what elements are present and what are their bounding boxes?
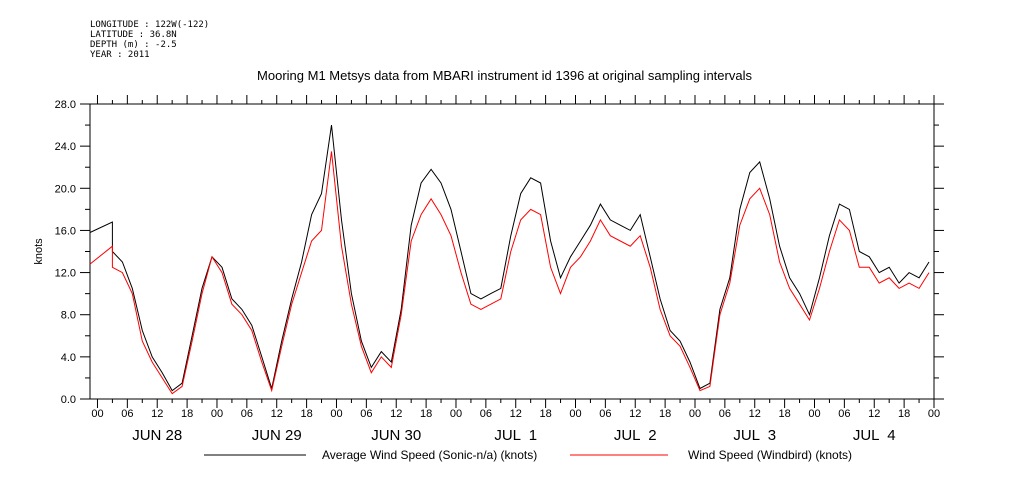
y-tick-label: 8.0 [61,310,76,322]
x-tick-label: 18 [420,408,432,420]
x-tick-label: 06 [719,408,731,420]
x-tick-label: 06 [838,408,850,420]
x-tick-label: 00 [91,408,103,420]
axes-group: 0.0 4.0 8.0 12.0 16.0 20.0 24.0 28.0 knots 00 06 12… [33,95,944,444]
longitude-label: LONGITUDE : 122W(-122) [90,20,210,30]
y-tick-label: 0.0 [61,394,76,406]
x-tick-label: 06 [241,408,253,420]
x-tick-label: 18 [659,408,671,420]
x-tick-label: 06 [360,408,372,420]
x-tick-label: 12 [271,408,283,420]
series-group [89,125,930,395]
x-tick-label: 00 [569,408,581,420]
x-tick-label: 12 [151,408,163,420]
plot-frame [89,103,935,400]
y-tick-label: 28.0 [55,99,76,111]
day-label: JUN 30 [371,427,421,444]
day-label: JUN 29 [252,427,302,444]
x-tick-label: 06 [121,408,133,420]
x-tick-label: 12 [390,408,402,420]
x-tick-label: 06 [599,408,611,420]
legend-label-0: Average Wind Speed (Sonic-n/a) (knots) [322,448,537,462]
x-tick-label: 12 [868,408,880,420]
metadata-header: LONGITUDE : 122W(-122) LATITUDE : 36.8N … [90,20,209,60]
series-line-1 [89,151,930,395]
y-tick-label: 20.0 [55,183,76,195]
x-tick-label: 06 [480,408,492,420]
x-tick-label: 18 [778,408,790,420]
y-axis-label: knots [33,238,45,265]
y-tick-label: 12.0 [55,268,76,280]
year-label: YEAR : 2011 [90,50,150,60]
y-tick-label: 16.0 [55,225,76,237]
x-tick-label: 00 [211,408,223,420]
y-tick-label: 24.0 [55,141,76,153]
day-label: JUL 1 [494,427,537,444]
x-tick-label: 12 [629,408,641,420]
day-label: JUL 2 [614,427,657,444]
x-tick-label: 12 [510,408,522,420]
legend: Average Wind Speed (Sonic-n/a) (knots) Wi… [204,448,852,462]
legend-label-1: Wind Speed (Windbird) (knots) [688,448,852,462]
x-tick-label: 18 [181,408,193,420]
y-tick-label: 4.0 [61,352,76,364]
chart-title: Mooring M1 Metsys data from MBARI instru… [257,68,752,83]
depth-label: DEPTH (m) : -2.5 [90,40,177,50]
day-label: JUN 28 [132,427,182,444]
x-tick-label: 00 [808,408,820,420]
x-tick-label: 00 [330,408,342,420]
series-line-0 [89,125,930,392]
day-label: JUL 3 [733,427,776,444]
x-tick-label: 00 [689,408,701,420]
latitude-label: LATITUDE : 36.8N [90,30,177,40]
x-tick-label: 12 [749,408,761,420]
x-tick-label: 18 [300,408,312,420]
x-tick-label: 00 [928,408,940,420]
day-label: JUL 4 [853,427,896,444]
x-tick-label: 18 [539,408,551,420]
x-tick-label: 18 [898,408,910,420]
x-tick-label: 00 [450,408,462,420]
